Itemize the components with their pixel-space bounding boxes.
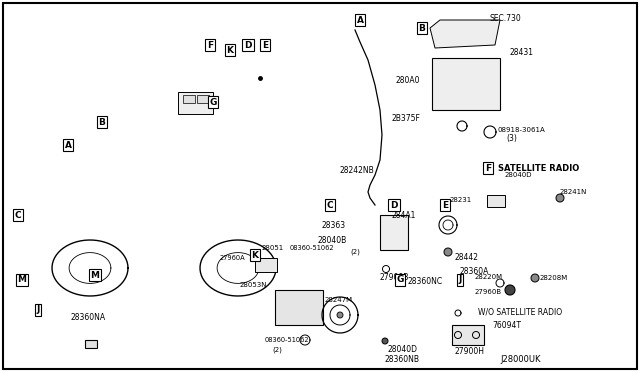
Text: 08360-51062: 08360-51062 [290, 245, 335, 251]
Text: K: K [252, 250, 259, 260]
Text: 28360NC: 28360NC [408, 278, 443, 286]
Text: D: D [244, 41, 252, 49]
Text: 28231: 28231 [450, 197, 472, 203]
Text: J: J [458, 276, 461, 285]
Text: B: B [419, 23, 426, 32]
Text: G: G [209, 97, 217, 106]
Polygon shape [382, 338, 388, 344]
Text: K: K [227, 45, 234, 55]
Polygon shape [531, 274, 539, 282]
Text: 28051: 28051 [262, 245, 284, 251]
Text: 28247M: 28247M [325, 297, 353, 303]
Bar [197, 95, 209, 103]
Text: 28053N: 28053N [240, 282, 268, 288]
Text: 2B375F: 2B375F [391, 113, 420, 122]
Text: C: C [15, 211, 21, 219]
Text: M: M [90, 270, 99, 279]
Text: 28242NB: 28242NB [340, 166, 375, 174]
Text: 27900H: 27900H [455, 347, 485, 356]
Bar [255, 258, 277, 272]
Bar [487, 195, 505, 207]
Text: 28363: 28363 [322, 221, 346, 230]
Text: 28208M: 28208M [540, 275, 568, 281]
Text: 280A0: 280A0 [396, 76, 420, 84]
Text: W/O SATELLITE RADIO: W/O SATELLITE RADIO [478, 308, 562, 317]
Text: J: J [36, 305, 40, 314]
Text: 28442: 28442 [455, 253, 479, 263]
Text: 28040B: 28040B [318, 235, 348, 244]
Text: 28220M: 28220M [475, 274, 503, 280]
Text: (2): (2) [272, 347, 282, 353]
Text: 284A1: 284A1 [392, 211, 417, 219]
Text: C: C [326, 201, 333, 209]
Bar [275, 290, 323, 325]
Text: 27960A: 27960A [220, 255, 245, 261]
FancyBboxPatch shape [162, 78, 232, 108]
Text: 28360A: 28360A [460, 267, 490, 276]
Text: F: F [207, 41, 213, 49]
Text: (3): (3) [506, 134, 517, 142]
Text: 28040D: 28040D [388, 346, 418, 355]
Text: 28360NA: 28360NA [70, 314, 105, 323]
Bar [432, 58, 500, 110]
Text: M: M [17, 276, 26, 285]
Text: F: F [485, 164, 491, 173]
Polygon shape [444, 248, 452, 256]
Text: 28040D: 28040D [505, 172, 532, 178]
Text: 08918-3061A: 08918-3061A [498, 127, 546, 133]
Bar [452, 325, 484, 345]
Text: SEC.730: SEC.730 [490, 13, 522, 22]
Text: 76094T: 76094T [492, 321, 521, 330]
Bar [183, 95, 195, 103]
Text: A: A [65, 141, 72, 150]
Text: E: E [262, 41, 268, 49]
Polygon shape [337, 312, 343, 318]
Text: 27900B: 27900B [380, 273, 410, 282]
Text: 08360-51062: 08360-51062 [265, 337, 310, 343]
Bar [178, 92, 213, 114]
Polygon shape [505, 285, 515, 295]
Text: (2): (2) [350, 249, 360, 255]
Text: N: N [488, 129, 492, 135]
Text: A: A [356, 16, 364, 25]
Bar [85, 340, 97, 348]
Bar [380, 215, 408, 250]
Text: 28241N: 28241N [560, 189, 588, 195]
Text: 28360NB: 28360NB [385, 356, 420, 365]
Text: B: B [99, 118, 106, 126]
Text: E: E [442, 201, 448, 209]
Text: D: D [390, 201, 397, 209]
Text: 28431: 28431 [510, 48, 534, 57]
Polygon shape [556, 194, 564, 202]
Text: J28000UK: J28000UK [500, 356, 541, 365]
Text: SATELLITE RADIO: SATELLITE RADIO [498, 164, 579, 173]
Text: G: G [396, 276, 404, 285]
Text: 27960B: 27960B [475, 289, 502, 295]
Polygon shape [430, 20, 500, 48]
